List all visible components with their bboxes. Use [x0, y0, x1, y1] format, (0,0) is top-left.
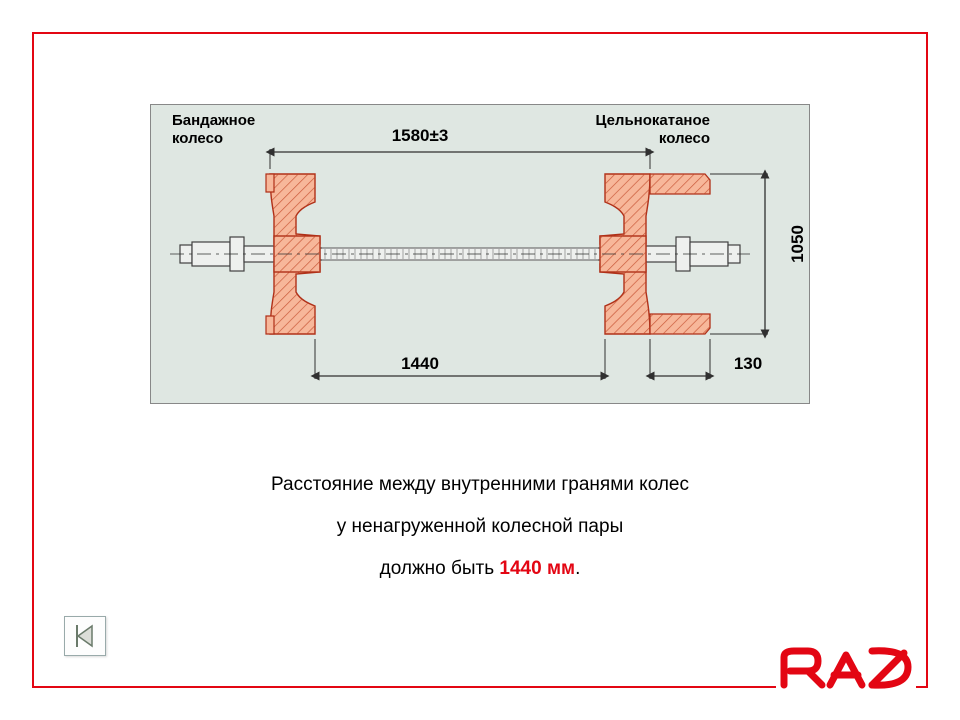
wheelset-svg [150, 104, 810, 404]
caption-line-1: Расстояние между внутренними гранями кол… [34, 464, 926, 506]
rzd-logo [776, 641, 916, 696]
content-frame: Бандажное колесо Цельнокатаное колесо 15… [32, 32, 928, 688]
caption-line-3: должно быть 1440 мм. [34, 548, 926, 590]
caption-line-2: у ненагруженной колесной пары [34, 506, 926, 548]
caption-highlight: 1440 мм [499, 558, 575, 579]
caption-text: Расстояние между внутренними гранями кол… [34, 464, 926, 589]
back-arrow-icon [74, 624, 96, 648]
caption-line-3b: . [575, 558, 580, 579]
wheelset-diagram: Бандажное колесо Цельнокатаное колесо 15… [150, 104, 810, 404]
caption-line-3a: должно быть [380, 558, 500, 579]
back-button[interactable] [64, 616, 106, 656]
